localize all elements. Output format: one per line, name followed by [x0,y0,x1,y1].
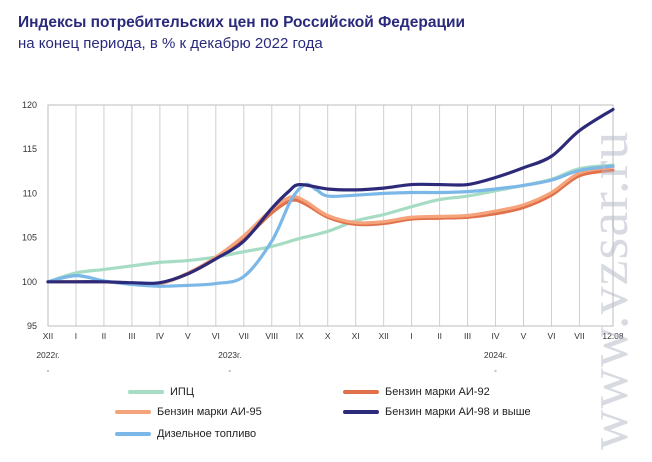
x-tick-label: XII [43,331,53,341]
legend-swatch-ai92 [343,390,379,394]
legend-swatch-ai98 [343,410,379,414]
x-tick-label: 12.08 [602,331,624,341]
x-tick-label: II [102,331,107,341]
x-tick-label: I [75,331,77,341]
series-line-diesel [46,164,615,288]
x-tick-label: IV [156,331,164,341]
x-tick-label: I [410,331,412,341]
legend-item-ai95: Бензин марки АИ-95 [115,404,262,420]
x-tick-label: V [185,331,191,341]
x-tick-label: VII [574,331,584,341]
legend-item-ai98: Бензин марки АИ-98 и выше [343,404,531,420]
legend-label-cpi: ИПЦ [170,386,194,398]
x-tick-label: V [521,331,527,341]
x-tick-label: VI [547,331,555,341]
legend-label-diesel: Дизельное топливо [157,428,257,440]
x-tick-label: XI [352,331,360,341]
legend-item-ai92: Бензин марки АИ-92 [343,384,490,400]
x-tick-label: II [437,331,442,341]
chart-title: Индексы потребительских цен по Российско… [18,14,466,31]
year-label: 2022г. [36,350,59,360]
x-tick-label: IX [296,331,304,341]
x-tick-label: III [464,331,471,341]
x-tick-label: III [128,331,135,341]
y-tick-label: 115 [23,144,37,154]
legend-label-ai92: Бензин марки АИ-92 [385,386,490,398]
x-tick-label: XII [378,331,388,341]
series-line-ai98 [46,107,615,285]
y-tick-label: 110 [23,188,37,198]
x-tick-label: VI [212,331,220,341]
y-tick-label: 105 [22,233,37,243]
legend-item-diesel: Дизельное топливо [115,426,256,442]
series-line-cpi [46,163,615,284]
series-layer [46,107,615,288]
legend-swatch-ai95 [115,410,151,414]
legend-swatch-diesel [115,432,151,436]
x-tick-label: X [325,331,331,341]
x-tick-label: VIII [265,331,278,341]
legend-swatch-cpi [128,390,164,394]
legend-item-cpi: ИПЦ [128,384,194,400]
x-tick-label: IV [492,331,500,341]
y-tick-label: 100 [22,277,37,287]
year-label: 2023г. [218,350,241,360]
chart-subtitle: на конец периода, в % к декабрю 2022 год… [18,35,323,52]
y-tick-label: 95 [27,321,37,331]
plot-frame [47,104,614,327]
legend-label-ai98: Бензин марки АИ-98 и выше [385,406,531,418]
y-tick-label: 120 [22,100,37,110]
year-label: 2024г. [484,350,507,360]
x-tick-label: VII [239,331,249,341]
legend-label-ai95: Бензин марки АИ-95 [157,406,262,418]
